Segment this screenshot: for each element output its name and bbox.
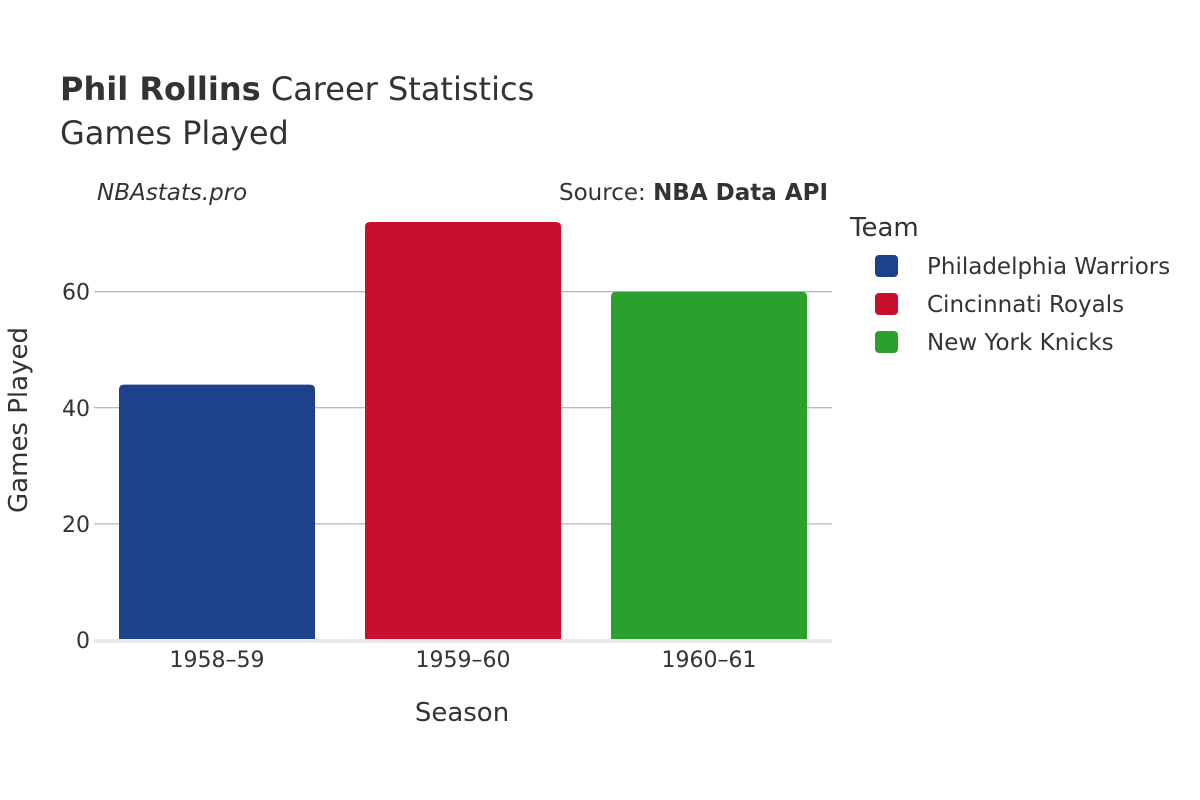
x-tick-label: 1959–60 (416, 648, 511, 673)
source-name: NBA Data API (653, 180, 828, 206)
source-prefix: Source: (559, 180, 653, 206)
source-label: Source: NBA Data API (559, 180, 828, 206)
x-tick-label: 1960–61 (662, 648, 757, 673)
axes: 0 20 40 60 1958–59 1959–60 1960–61 (62, 281, 832, 673)
bar[interactable] (119, 384, 315, 640)
chart-title-rest: Career Statistics (261, 70, 535, 108)
legend-swatch[interactable] (875, 255, 898, 277)
y-tick-label: 20 (62, 513, 90, 538)
legend-label[interactable]: Philadelphia Warriors (927, 254, 1170, 280)
watermark: NBAstats.pro (97, 180, 247, 206)
legend-title: Team (849, 213, 919, 243)
bar[interactable] (611, 291, 807, 640)
y-tick-label: 40 (62, 397, 90, 422)
y-tick-label: 0 (76, 629, 90, 654)
legend-label[interactable]: Cincinnati Royals (927, 292, 1124, 318)
legend-swatch[interactable] (875, 293, 898, 315)
y-axis-title: Games Played (4, 327, 34, 513)
x-tick-label: 1958–59 (170, 648, 265, 673)
bars (119, 222, 807, 640)
legend: Philadelphia Warriors Cincinnati Royals Ne… (875, 254, 1170, 356)
chart-title-player: Phil Rollins (60, 70, 261, 108)
legend-swatch[interactable] (875, 331, 898, 353)
x-axis-title: Season (415, 698, 509, 728)
bar[interactable] (365, 222, 561, 640)
chart-subtitle: Games Played (60, 114, 289, 152)
y-tick-label: 60 (62, 281, 90, 306)
legend-label[interactable]: New York Knicks (927, 330, 1114, 356)
chart-title: Phil Rollins Career Statistics (60, 70, 534, 108)
